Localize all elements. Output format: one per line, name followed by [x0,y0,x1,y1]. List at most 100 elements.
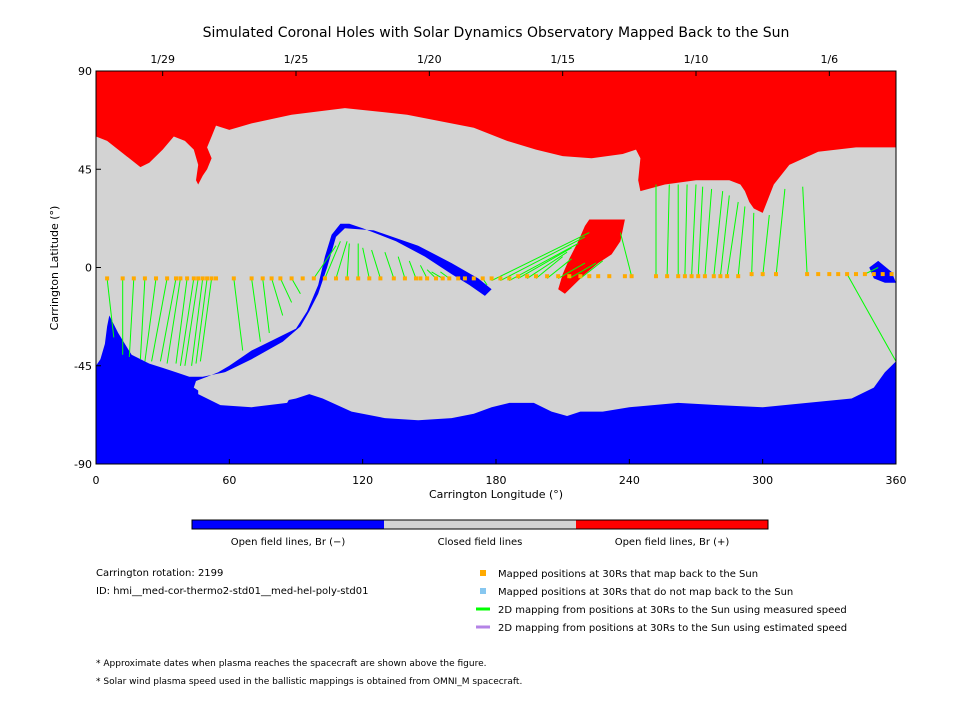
mapped-point [676,274,681,279]
colorbar-frame [191,519,769,530]
mapping-line [535,256,564,279]
mapped-point [209,276,214,281]
mapped-point [880,272,885,277]
coronal-hole-regions [96,71,896,464]
mapped-point [447,276,452,281]
mapped-point [456,276,461,281]
mapped-point [425,276,430,281]
date-tick-label: 1/15 [550,53,575,66]
colorbar-segment [192,520,384,529]
mapped-point [440,276,445,281]
mapped-point [854,272,858,277]
mapped-point [174,276,178,281]
footnote-1: * Approximate dates when plasma reaches … [96,659,487,669]
model-id-label: ID: hmi__med-cor-thermo2-std01__med-hel-… [96,586,369,597]
mapped-point [725,274,730,279]
date-tick-label: 1/20 [417,53,442,66]
date-tick-label: 1/6 [820,53,838,66]
mapping-line [128,278,135,358]
y-tick-label: -90 [74,458,92,471]
mapping-line [291,278,301,294]
mapped-point [418,276,423,281]
mapping-line [184,278,199,366]
date-tick-label: 1/10 [684,53,709,66]
mapped-point [827,272,832,277]
mapping-lines [106,184,897,366]
mapping-line [737,206,746,277]
legend-entry: Mapped positions at 30Rs that do not map… [498,587,793,598]
mapping-line [251,278,261,342]
mapped-point [516,274,521,279]
mapping-line [191,278,204,366]
north-positive-island-1 [640,143,652,154]
legend-entry: Mapped positions at 30Rs that map back t… [498,569,758,580]
mapped-point [587,274,592,279]
mapped-point [231,276,236,281]
x-axis-label: Carrington Longitude (°) [429,488,563,501]
mapped-point [629,274,634,279]
mapping-line [619,232,633,277]
y-tick-label: 90 [78,65,92,78]
mapped-point [402,276,407,281]
mapping-line [775,188,786,277]
mapped-point [289,276,294,281]
mapping-line [159,278,177,362]
x-tick-label: 300 [752,474,773,487]
mapped-point [345,276,350,281]
north-positive-island-2 [760,156,772,168]
mapped-point [862,272,867,277]
mapping-line [580,260,604,279]
mapped-point [545,274,550,279]
mapped-point [269,276,274,281]
colorbar-label: Closed field lines [438,537,523,548]
mapping-line [697,186,704,277]
mapped-point [871,272,876,277]
mapping-line [175,278,188,364]
mapped-point [696,274,701,279]
mapped-point [311,276,316,281]
legend: Mapped positions at 30Rs that map back t… [476,569,847,634]
mapped-point [534,274,538,279]
colorbar-segment [576,520,768,529]
x-tick-label: 60 [222,474,236,487]
colorbar: Open field lines, Br (−) Closed field lin… [191,519,769,548]
legend-entry: 2D mapping from positions at 30Rs to the… [498,623,847,634]
mapped-point [278,276,283,281]
mapped-point [607,274,612,279]
mapped-point [322,276,327,281]
mapping-line [704,188,713,277]
mapping-line [139,278,146,360]
mapping-line [762,215,770,277]
mapped-point [154,276,158,281]
mapped-point [525,274,530,279]
mapping-line [408,260,417,279]
north-positive-hole [96,71,896,213]
mapped-point [718,274,723,279]
legend-point-swatch [480,588,486,594]
mapped-point [556,274,561,279]
south-negative-island-east [869,260,896,283]
x-tick-label: 360 [886,474,907,487]
chart-title: Simulated Coronal Holes with Solar Dynam… [203,25,790,41]
mapped-point [702,274,707,279]
mapped-point [471,276,476,281]
mapping-line [491,232,590,282]
mapped-point [578,274,583,279]
mapping-line [666,184,670,277]
mapping-line [384,252,395,279]
plot-area [95,70,897,465]
mapped-point [507,276,512,281]
mapping-line [346,243,350,279]
x-tick-label: 0 [93,474,100,487]
mapped-point [567,274,572,279]
mapped-point [682,274,687,279]
mapped-point [131,276,136,281]
mapping-line [371,249,381,279]
y-axis-label: Carrington Latitude (°) [48,206,61,331]
date-tick-label: 1/29 [150,53,175,66]
legend-entry: 2D mapping from positions at 30Rs to the… [498,605,847,616]
carrington-rotation-label: Carrington rotation: 2199 [96,568,223,579]
mapped-point [214,276,218,281]
mapped-point [142,276,147,281]
